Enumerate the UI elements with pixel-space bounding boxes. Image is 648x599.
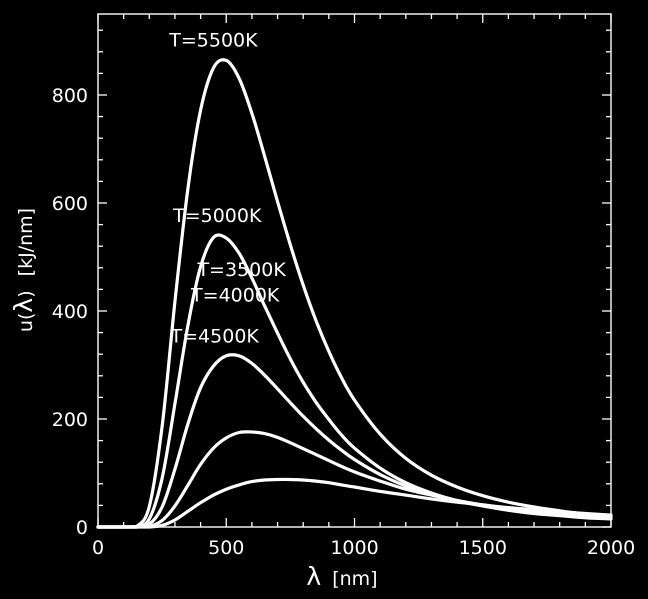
- series-label-t-5500k: T=5500K: [168, 29, 258, 51]
- x-axis-unit: [nm]: [332, 568, 377, 590]
- series-labels: T=5500K T=5000K T=4500K T=4000K T=3500K: [168, 29, 286, 347]
- series-label-t-5000k: T=5000K: [172, 205, 262, 227]
- y-axis-prefix: u(: [15, 313, 37, 332]
- y-tick-label: 0: [76, 517, 88, 539]
- series-label-t-4500k: T=4500K: [170, 325, 260, 347]
- curve-t-3500k: [96, 477, 613, 529]
- y-axis-unit: [kJ/nm]: [15, 208, 37, 276]
- plot-frame: [97, 13, 612, 528]
- x-tick-label: 500: [208, 537, 244, 559]
- series-curves: [96, 58, 613, 529]
- x-axis-label: λ [nm]: [306, 562, 377, 591]
- series-label-t-4000k: T=4000K: [190, 284, 280, 306]
- series-label-t-3500k: T=3500K: [196, 259, 286, 281]
- y-tick-label: 200: [52, 409, 88, 431]
- axis-ticks: 0 500 1000 1500 2000 0 200 400 600 800: [52, 14, 635, 559]
- curve-t-5500k: [96, 58, 613, 529]
- y-tick-label: 400: [52, 301, 88, 323]
- y-axis-symbol: λ: [9, 298, 38, 313]
- x-axis-symbol: λ: [306, 562, 321, 591]
- y-tick-label: 600: [52, 193, 88, 215]
- x-tick-label: 2000: [587, 537, 635, 559]
- x-tick-label: 0: [92, 537, 104, 559]
- y-tick-label: 800: [52, 85, 88, 107]
- x-tick-label: 1000: [330, 537, 378, 559]
- x-tick-label: 1500: [459, 537, 507, 559]
- y-axis-label: u(λ) [kJ/nm]: [9, 208, 38, 332]
- y-axis-suffix: ): [15, 290, 37, 297]
